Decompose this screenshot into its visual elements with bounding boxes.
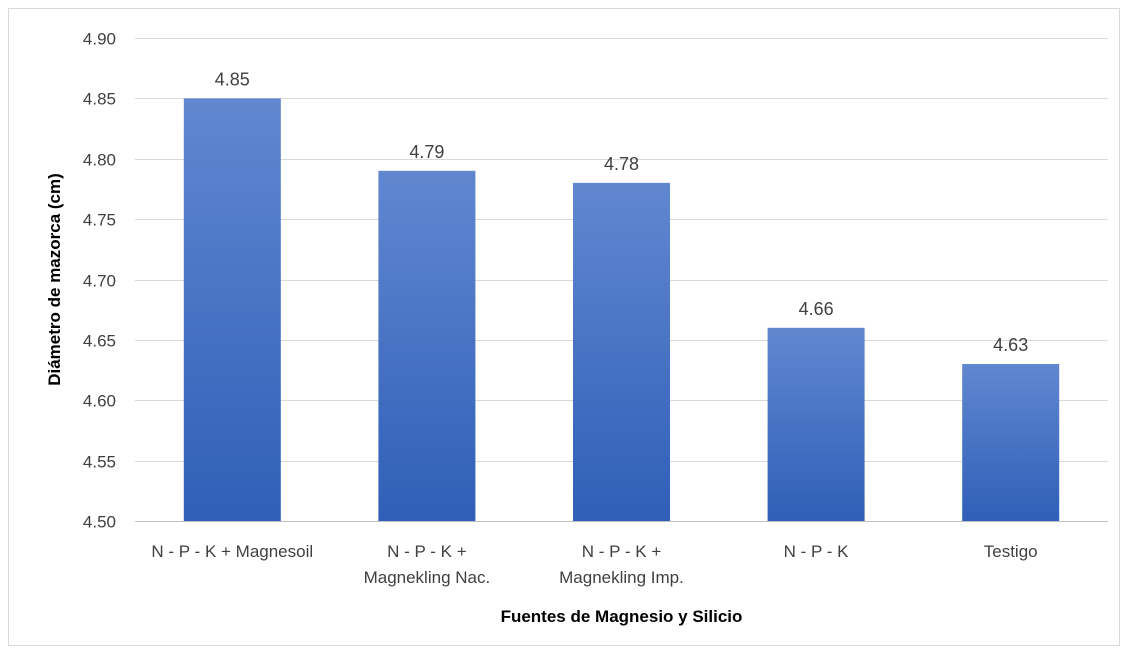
bar <box>183 98 281 521</box>
data-labels: 4.85 4.79 4.78 4.66 4.63 <box>215 69 1028 355</box>
data-label: 4.63 <box>993 335 1028 355</box>
y-axis-ticks: 4.50 4.55 4.60 4.65 4.70 4.75 4.80 4.85 4.90 <box>83 30 116 532</box>
y-tick-label: 4.75 <box>83 211 116 230</box>
x-axis-title: Fuentes de Magnesio y Silicio <box>501 607 743 626</box>
y-tick-label: 4.55 <box>83 453 116 472</box>
x-tick-label: N - P - K <box>784 542 850 561</box>
x-tick-label: N - P - K + Magnekling Imp. <box>559 542 684 587</box>
x-axis-ticks: N - P - K + Magnesoil N - P - K + Magnekli… <box>151 542 1037 587</box>
data-label: 4.66 <box>799 299 834 319</box>
y-tick-label: 4.90 <box>83 30 116 49</box>
y-tick-label: 4.70 <box>83 272 116 291</box>
data-label: 4.79 <box>409 142 444 162</box>
x-tick-label: N - P - K + Magnesoil <box>151 542 313 561</box>
y-tick-label: 4.50 <box>83 513 116 532</box>
y-tick-label: 4.85 <box>83 90 116 109</box>
bar <box>378 170 476 521</box>
y-tick-label: 4.60 <box>83 392 116 411</box>
data-label: 4.78 <box>604 154 639 174</box>
y-tick-label: 4.80 <box>83 151 116 170</box>
bar <box>962 364 1060 521</box>
x-tick-label: Testigo <box>984 542 1038 561</box>
bars <box>183 98 1060 521</box>
y-tick-label: 4.65 <box>83 332 116 351</box>
bar <box>573 182 670 521</box>
data-label: 4.85 <box>215 69 250 89</box>
x-tick-label: N - P - K + Magnekling Nac. <box>364 542 491 587</box>
bar <box>767 327 865 521</box>
y-axis-title: Diámetro de mazorca (cm) <box>45 173 64 386</box>
